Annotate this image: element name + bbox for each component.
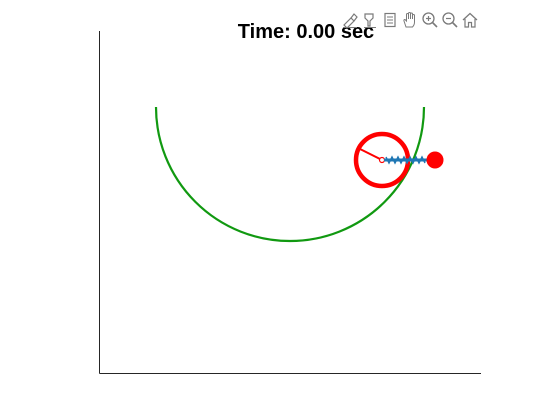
pan-icon bbox=[403, 11, 415, 28]
brush-data-icon bbox=[343, 13, 358, 29]
link-data-icon bbox=[384, 12, 396, 28]
zoom-in-icon bbox=[422, 12, 438, 28]
axes-toolbar bbox=[340, 9, 482, 31]
restore-view-icon bbox=[462, 12, 478, 28]
plot-title: Time: 0.00 sec bbox=[237, 21, 375, 43]
restore-view-button[interactable] bbox=[460, 10, 480, 30]
pan-button[interactable] bbox=[400, 10, 420, 30]
zoom-in-button[interactable] bbox=[420, 10, 440, 30]
mass-ball bbox=[426, 151, 444, 169]
zoom-out-icon bbox=[442, 12, 458, 28]
data-tips-button[interactable] bbox=[360, 10, 380, 30]
data-tips-icon bbox=[364, 13, 376, 28]
zoom-out-button[interactable] bbox=[440, 10, 460, 30]
brush-data-button[interactable] bbox=[340, 10, 360, 30]
track-arc bbox=[154, 106, 426, 243]
spring-rod bbox=[384, 155, 428, 165]
wheel-hub bbox=[378, 156, 386, 164]
link-data-button[interactable] bbox=[380, 10, 400, 30]
wheel-spoke bbox=[359, 148, 383, 161]
